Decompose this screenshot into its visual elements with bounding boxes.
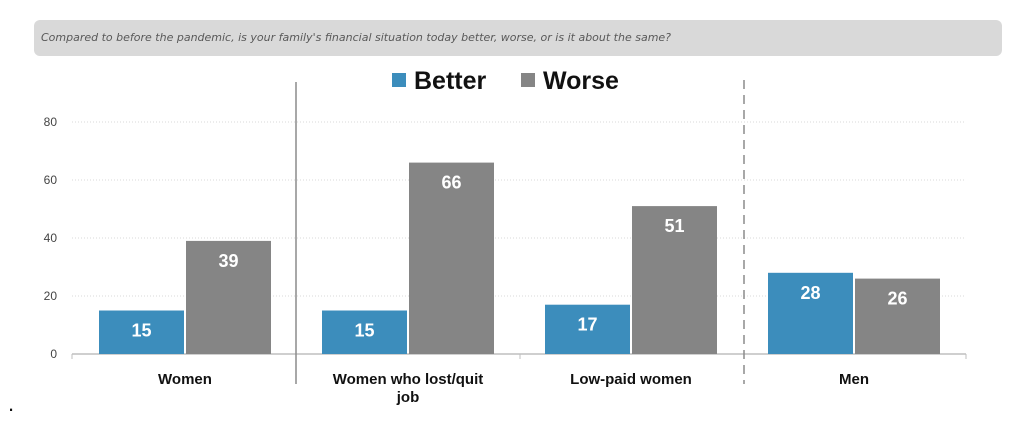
y-tick-label: 40 (44, 231, 58, 245)
data-label: 17 (577, 315, 597, 335)
bar-better (768, 272, 853, 354)
legend-swatch-better (392, 73, 406, 87)
bar-worse (409, 162, 494, 354)
data-label: 15 (354, 321, 374, 341)
category-label: job (396, 389, 420, 406)
y-tick-label: 60 (44, 173, 58, 187)
y-tick-label: 20 (44, 289, 58, 303)
category-label: Women (158, 371, 212, 388)
category-label: Low-paid women (570, 371, 692, 388)
legend-label: Worse (543, 67, 619, 95)
legend-label: Better (414, 67, 487, 95)
bar-worse (855, 278, 940, 354)
y-tick-label: 0 (50, 347, 57, 361)
data-label: 66 (441, 173, 461, 193)
bar-better (322, 310, 407, 354)
data-label: 26 (887, 289, 907, 309)
data-label: 15 (131, 321, 151, 341)
category-label: Women who lost/quit (333, 371, 484, 388)
bar-better (99, 310, 184, 354)
category-label: Men (839, 371, 869, 388)
question-banner: Compared to before the pandemic, is your… (34, 20, 1002, 56)
legend-swatch-worse (521, 73, 535, 87)
question-text: Compared to before the pandemic, is your… (41, 31, 672, 44)
bar-worse (632, 206, 717, 354)
data-label: 51 (664, 216, 684, 236)
stray-mark: . (8, 391, 15, 416)
y-tick-label: 80 (44, 115, 58, 129)
data-label: 28 (800, 283, 820, 303)
data-label: 39 (218, 251, 238, 271)
bar-worse (186, 240, 271, 354)
bar-better (545, 304, 630, 354)
